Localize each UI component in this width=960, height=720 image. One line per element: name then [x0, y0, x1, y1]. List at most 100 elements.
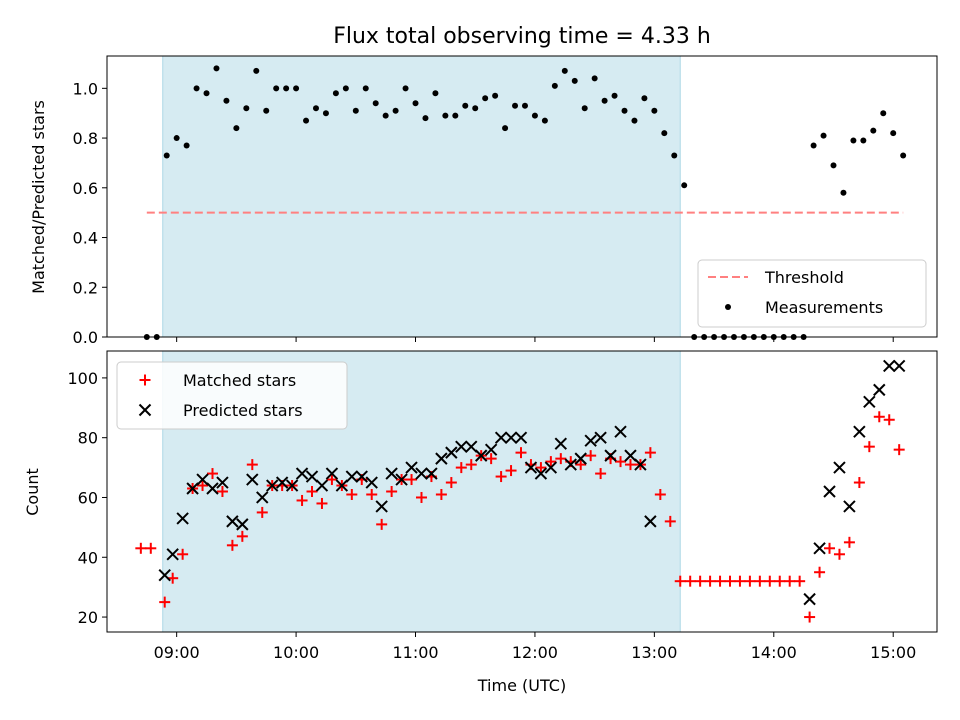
bottom-y-tick-label: 100 — [67, 369, 98, 388]
matched-star-point — [615, 456, 627, 468]
x-tick-label: 10:00 — [273, 643, 319, 662]
bottom-y-tick-label: 80 — [78, 429, 98, 448]
top-y-tick-label: 0.0 — [73, 328, 98, 347]
measurement-point — [631, 117, 638, 124]
cross-stroke-b — [883, 359, 896, 373]
predicted-star-point — [295, 467, 309, 480]
matched-star-point — [406, 474, 418, 486]
predicted-star-point — [335, 479, 349, 492]
legend-measurement-swatch — [725, 304, 731, 310]
measurement-point — [332, 90, 339, 97]
matched-star-point — [435, 488, 447, 500]
cross-stroke-b — [843, 500, 856, 513]
matched-star-point — [734, 575, 746, 587]
matched-star-point — [376, 518, 388, 530]
cross-stroke-b — [275, 476, 289, 489]
measurement-point — [382, 112, 389, 119]
measurement-point — [273, 85, 280, 92]
measurement-point — [263, 107, 270, 114]
predicted-star-point — [614, 425, 627, 438]
measurement-point — [890, 130, 897, 137]
measurement-point — [900, 152, 907, 159]
bottom-y-tick-label: 40 — [78, 548, 98, 567]
measurement-point — [611, 92, 618, 99]
matched-star-point — [555, 453, 567, 465]
predicted-star-point — [345, 470, 359, 483]
measurement-point — [840, 189, 847, 196]
cross-stroke-b — [634, 458, 647, 471]
predicted-star-point — [325, 467, 339, 480]
predicted-star-point — [365, 476, 378, 489]
cross-stroke-b — [435, 452, 448, 465]
measurement-point — [203, 90, 210, 97]
predicted-star-point — [883, 359, 896, 373]
measurement-point — [830, 162, 837, 169]
cross-stroke-b — [465, 440, 478, 453]
matched-star-point — [177, 548, 189, 560]
predicted-star-point — [534, 467, 548, 480]
x-tick-label: 14:00 — [751, 643, 797, 662]
matched-star-point — [445, 477, 457, 489]
predicted-star-point — [158, 568, 171, 582]
predicted-star-point — [863, 395, 876, 409]
measurement-point — [820, 132, 827, 139]
legend-predicted-swatch — [138, 403, 152, 417]
measurement-point — [322, 110, 329, 117]
predicted-star-point — [246, 473, 259, 486]
predicted-star-point — [206, 482, 219, 495]
matched-star-point — [535, 462, 547, 474]
predicted-star-point — [196, 473, 209, 486]
top-y-tick-label: 0.2 — [73, 278, 98, 297]
predicted-star-point — [594, 431, 607, 444]
matched-star-point — [883, 414, 895, 426]
matched-star-point — [575, 459, 587, 471]
predicted-star-point — [484, 443, 498, 456]
plot-layer: 0.0 0.2 0.4 0.6 0.8 1.0 20 40 60 80 100 09:00 10:00 1… — [67, 55, 938, 662]
top-y-axis-label: Matched/Predicted stars — [29, 100, 48, 294]
top-y-tick-label: 0.8 — [73, 129, 98, 148]
cross-stroke-b — [892, 359, 906, 373]
measurement-point — [342, 85, 349, 92]
matched-star-point — [159, 596, 171, 608]
measurement-point — [810, 142, 817, 149]
predicted-star-point — [415, 467, 428, 480]
cross-stroke-b — [504, 431, 518, 444]
x-tick-label: 13:00 — [631, 643, 677, 662]
matched-star-point — [135, 542, 147, 554]
matched-star-point — [346, 488, 358, 500]
top-observing-span — [162, 55, 681, 338]
cross-stroke-b — [265, 479, 279, 492]
cross-stroke-b — [644, 515, 657, 528]
predicted-star-point — [425, 467, 438, 480]
legend-box — [116, 361, 348, 430]
matched-star-point — [863, 441, 875, 453]
measurement-point — [502, 125, 509, 132]
bottom-legend: Matched stars Predicted stars — [116, 361, 348, 430]
measurement-point — [193, 85, 200, 92]
matched-star-point — [197, 480, 209, 492]
cross-stroke-b — [514, 431, 528, 444]
cross-stroke-b — [236, 518, 249, 531]
measurement-point — [402, 85, 409, 92]
cross-stroke-b — [425, 467, 438, 480]
bottom-y-tick-label: 60 — [78, 488, 98, 507]
matched-star-point — [216, 486, 228, 497]
predicted-star-point — [574, 452, 587, 465]
matched-star-point — [505, 465, 517, 477]
measurement-point — [243, 105, 250, 112]
predicted-star-point — [166, 548, 179, 561]
matched-star-point — [764, 575, 776, 587]
x-axis-label: Time (UTC) — [477, 676, 566, 695]
cross-stroke-b — [196, 473, 209, 486]
predicted-star-point — [455, 440, 468, 453]
measurement-point — [561, 67, 568, 74]
matched-star-point — [694, 575, 706, 587]
predicted-star-point — [843, 500, 856, 513]
measurement-point — [422, 115, 429, 122]
measurement-point — [472, 105, 479, 112]
matched-star-point — [326, 474, 338, 486]
bottom-y-tick-label: 20 — [78, 608, 98, 627]
matched-star-point — [455, 462, 467, 474]
cross-stroke-b — [564, 458, 577, 471]
measurement-point — [581, 105, 588, 112]
